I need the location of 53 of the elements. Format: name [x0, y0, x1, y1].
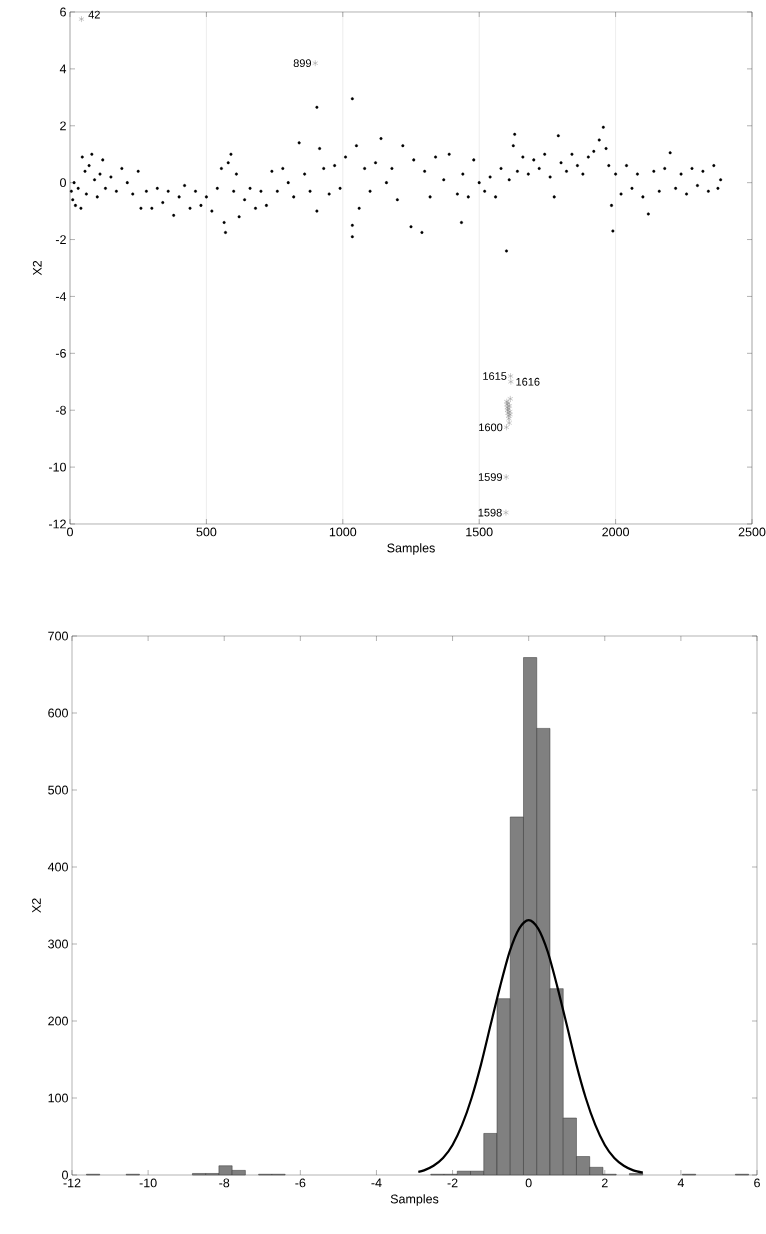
- annotation: 1615: [483, 372, 507, 380]
- x-tick-label: 2: [601, 1178, 608, 1188]
- point: [507, 372, 514, 380]
- y-tick-label: 0: [60, 178, 66, 188]
- y-tick-label: 700: [48, 631, 68, 641]
- point: [503, 473, 509, 481]
- y-tick-label: 300: [48, 939, 68, 949]
- y-tick-label: 6: [60, 7, 66, 17]
- y-tick-label: 600: [48, 708, 68, 718]
- x-tick-label: 1500: [466, 527, 493, 537]
- annotation: 1599: [478, 473, 502, 481]
- y-tick-label: -4: [55, 292, 67, 301]
- x-tick-label: 6: [754, 1178, 760, 1188]
- y-tick-label: -8: [55, 405, 66, 415]
- line-series: [417, 919, 644, 1174]
- x-tick-label: -10: [139, 1178, 157, 1188]
- y-tick-label: -10: [48, 462, 66, 472]
- annotation: 1598: [478, 508, 502, 517]
- x-tick-label: -8: [219, 1178, 230, 1188]
- y-axis-title: X2: [32, 898, 41, 913]
- point: [507, 395, 514, 403]
- x-tick-label: 2000: [602, 527, 630, 537]
- y-tick-label: -6: [55, 348, 66, 358]
- y-tick-label: 100: [48, 1093, 68, 1103]
- point: [78, 15, 85, 23]
- x-tick-label: -4: [371, 1178, 382, 1188]
- x-axis-title: Samples: [387, 543, 435, 555]
- x-tick-label: 0: [525, 1178, 532, 1188]
- point: [312, 60, 319, 67]
- x-tick-label: -6: [295, 1178, 306, 1188]
- y-tick-label: -12: [48, 519, 66, 529]
- x-tick-label: 2500: [738, 527, 766, 537]
- y-tick-label: 400: [47, 862, 68, 872]
- point: [503, 509, 509, 516]
- annotation: 1600: [479, 423, 503, 432]
- x-tick-label: 500: [196, 527, 217, 537]
- x-tick-label: 4: [677, 1178, 684, 1188]
- point: [508, 378, 514, 385]
- y-tick-label: 500: [48, 785, 68, 795]
- annotation: 1616: [516, 377, 540, 386]
- y-axis-title: X2: [32, 260, 42, 276]
- annotation: 42: [88, 10, 100, 19]
- y-tick-label: -2: [55, 235, 66, 244]
- point: [506, 419, 512, 427]
- point: [503, 424, 510, 431]
- x-axis-title: Samples: [390, 1194, 439, 1206]
- y-tick-label: 200: [48, 1016, 68, 1026]
- annotation: 899: [293, 59, 312, 68]
- y-tick-label: 4: [59, 64, 67, 74]
- y-tick-label: 0: [62, 1170, 68, 1180]
- x-tick-label: -2: [447, 1178, 458, 1188]
- x-tick-label: 1000: [329, 527, 357, 537]
- y-tick-label: 2: [60, 121, 66, 131]
